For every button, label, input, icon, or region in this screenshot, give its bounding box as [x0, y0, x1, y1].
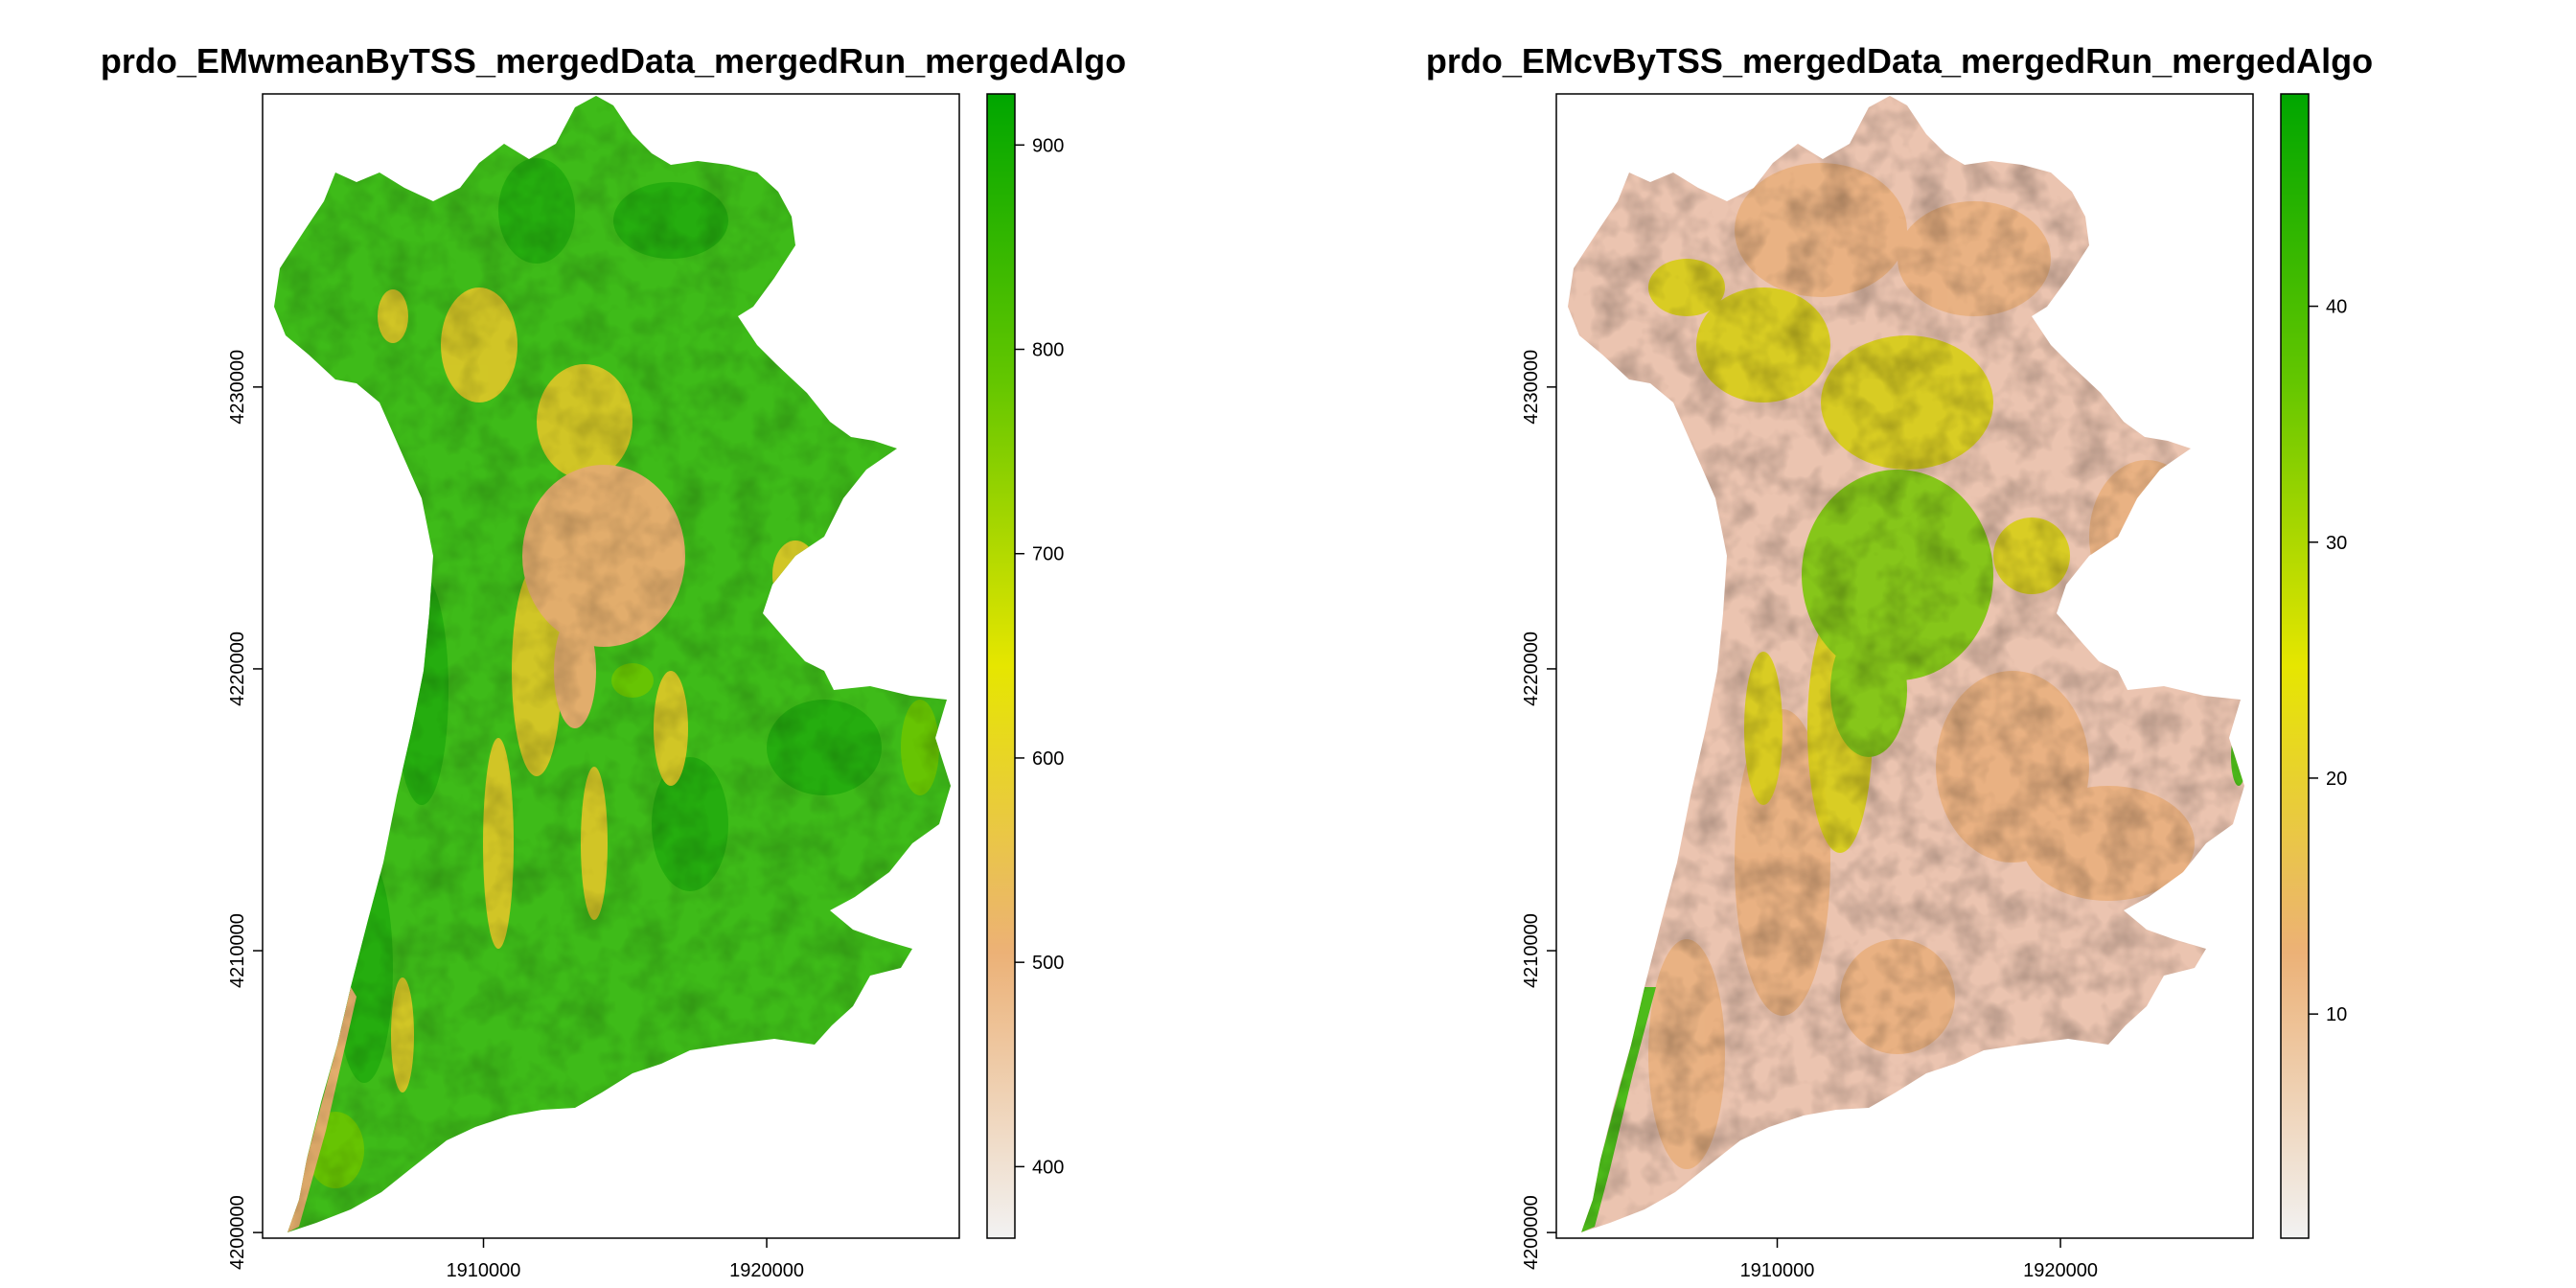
raster-map-mean [274, 96, 951, 1232]
y-tick-label-cv: 4200000 [1521, 1195, 1542, 1270]
axes-mean: 1910000 1920000 4200000 4210000 4220000 42300… [227, 350, 804, 1281]
legend-tick-label-cv: 40 [2326, 297, 2347, 318]
x-tick-label-cv: 1910000 [1740, 1260, 1815, 1281]
y-tick-label-mean: 4210000 [227, 913, 248, 988]
legend-tick-label-cv: 10 [2326, 1004, 2347, 1025]
legend-tick-label-mean: 700 [1032, 544, 1064, 565]
chart-title-mean: prdo_EMwmeanByTSS_mergedData_mergedRun_m… [101, 41, 1126, 80]
legend-tick-label-cv: 20 [2326, 769, 2347, 790]
x-tick-label-mean: 1920000 [729, 1260, 804, 1281]
legend-tick-label-mean: 600 [1032, 748, 1064, 770]
colour-bar-cv [2280, 93, 2310, 1239]
y-tick-label-mean: 4220000 [227, 632, 248, 706]
axes-cv: 1910000 1920000 4200000 4210000 4220000 42300… [1521, 350, 2098, 1281]
x-tick-label-mean: 1910000 [447, 1260, 521, 1281]
plot-frame-mean [262, 93, 960, 1239]
legend-tick-label-mean: 400 [1032, 1157, 1064, 1178]
chart-title-cv: prdo_EMcvByTSS_mergedData_mergedRun_merg… [1426, 41, 2373, 80]
y-tick-label-mean: 4200000 [227, 1195, 248, 1270]
y-tick-label-mean: 4230000 [227, 350, 248, 425]
legend-tick-label-mean: 900 [1032, 135, 1064, 156]
y-tick-label-cv: 4220000 [1521, 632, 1542, 706]
legend-tick-label-cv: 30 [2326, 533, 2347, 554]
y-tick-label-cv: 4230000 [1521, 350, 1542, 425]
plot-frame-cv [1555, 93, 2254, 1239]
panel-mean: prdo_EMwmeanByTSS_mergedData_mergedRun_m… [101, 41, 1126, 1281]
raster-map-cv [1568, 96, 2244, 1232]
colour-bar-mean [986, 93, 1016, 1239]
x-tick-label-cv: 1920000 [2023, 1260, 2098, 1281]
colour-key-mean: 400 500 600 700 800 900 [986, 93, 1064, 1239]
colour-key-cv: 10 20 30 40 [2280, 93, 2347, 1239]
y-tick-label-cv: 4210000 [1521, 913, 1542, 988]
panel-cv: prdo_EMcvByTSS_mergedData_mergedRun_merg… [1426, 41, 2373, 1281]
legend-tick-label-mean: 800 [1032, 340, 1064, 361]
legend-tick-label-mean: 500 [1032, 953, 1064, 974]
